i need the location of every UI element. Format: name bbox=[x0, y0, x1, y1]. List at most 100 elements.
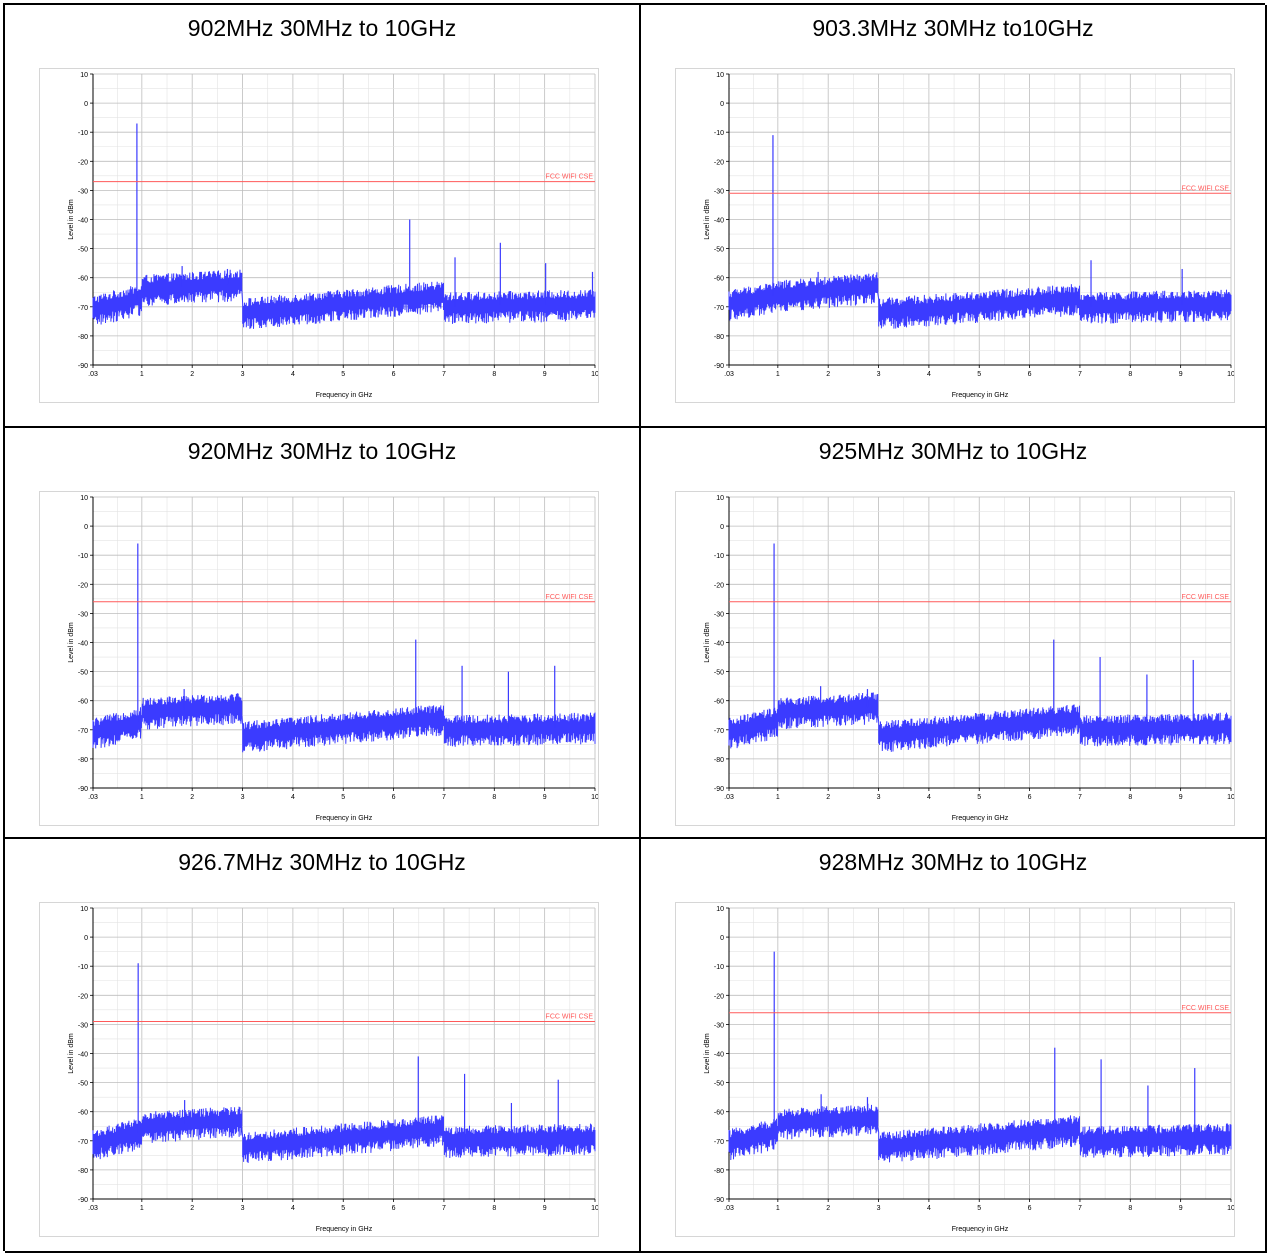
y-tick-label: -40 bbox=[714, 218, 724, 225]
y-tick-label: 0 bbox=[84, 935, 88, 942]
y-tick-label: -20 bbox=[78, 582, 88, 589]
plot-frame: 10 0 -10 -20 -30 -40 -50 -60 -70 -80 -90.03 1 2 3 4 5 6 7… bbox=[675, 491, 1235, 826]
x-tick-label: 4 bbox=[291, 794, 295, 801]
x-tick-label: 6 bbox=[1028, 794, 1032, 801]
y-tick-label: -90 bbox=[714, 786, 724, 793]
limit-line-label: FCC WIFI CSE bbox=[546, 1013, 594, 1020]
y-tick-label: -10 bbox=[714, 130, 724, 137]
x-tick-label: 10 bbox=[591, 1205, 598, 1212]
y-tick-label: -60 bbox=[714, 276, 724, 283]
chart-cell: 925MHz 30MHz to 10GHz 10 0 -10 -20 -30 -40 -50… bbox=[641, 428, 1267, 839]
y-axis-label: Level in dBm bbox=[704, 1033, 711, 1074]
y-tick-label: 10 bbox=[80, 72, 88, 79]
y-tick-label: -90 bbox=[78, 363, 88, 370]
y-tick-label: -60 bbox=[714, 699, 724, 706]
x-tick-label: 3 bbox=[241, 794, 245, 801]
x-tick-label: 10 bbox=[591, 371, 598, 378]
y-tick-labels: 10 0 -10 -20 -30 -40 -50 -60 -70 -80 -90 bbox=[714, 906, 729, 1204]
x-tick-label: 10 bbox=[1227, 1205, 1234, 1212]
y-tick-label: -20 bbox=[714, 993, 724, 1000]
chart-title: 928MHz 30MHz to 10GHz bbox=[641, 849, 1265, 876]
y-axis-label: Level in dBm bbox=[68, 199, 75, 240]
chart-title: 920MHz 30MHz to 10GHz bbox=[5, 438, 639, 465]
x-axis-label: Frequency in GHz bbox=[952, 815, 1009, 822]
chart-title: 925MHz 30MHz to 10GHz bbox=[641, 438, 1265, 465]
x-tick-label: 3 bbox=[877, 1205, 881, 1212]
y-tick-label: -40 bbox=[78, 1052, 88, 1059]
y-tick-label: -10 bbox=[78, 130, 88, 137]
x-tick-label: 8 bbox=[1128, 794, 1132, 801]
x-tick-label: 2 bbox=[190, 371, 194, 378]
y-tick-label: -60 bbox=[78, 1110, 88, 1117]
y-tick-label: -70 bbox=[78, 305, 88, 312]
y-tick-label: -50 bbox=[78, 1081, 88, 1088]
x-tick-label: 9 bbox=[1179, 1205, 1183, 1212]
y-tick-label: 10 bbox=[716, 72, 724, 79]
y-axis-label: Level in dBm bbox=[68, 1033, 75, 1074]
plot-frame: 10 0 -10 -20 -30 -40 -50 -60 -70 -80 -90.03 1 2 3 4 5 6 7… bbox=[39, 68, 599, 403]
y-tick-labels: 10 0 -10 -20 -30 -40 -50 -60 -70 -80 -90 bbox=[714, 495, 729, 793]
chart-grid-table: 902MHz 30MHz to 10GHz 10 0 -10 -20 -30 -40 -50… bbox=[3, 3, 1265, 1251]
x-tick-label: 5 bbox=[341, 1205, 345, 1212]
y-tick-label: 0 bbox=[720, 935, 724, 942]
y-tick-label: 0 bbox=[84, 101, 88, 108]
x-tick-label: 3 bbox=[241, 1205, 245, 1212]
y-tick-label: -50 bbox=[714, 670, 724, 677]
x-tick-labels: .03 1 2 3 4 5 6 7 8 9 10 bbox=[724, 365, 1234, 378]
x-tick-label: 10 bbox=[591, 794, 598, 801]
y-tick-label: -50 bbox=[78, 247, 88, 254]
x-tick-label: 9 bbox=[1179, 371, 1183, 378]
x-tick-label: 2 bbox=[826, 1205, 830, 1212]
limit-line-label: FCC WIFI CSE bbox=[1182, 185, 1230, 192]
y-tick-label: -30 bbox=[78, 611, 88, 618]
x-tick-label: 9 bbox=[543, 794, 547, 801]
chart-cell: 903.3MHz 30MHz to10GHz 10 0 -10 -20 -30 -40 -5… bbox=[641, 5, 1267, 428]
y-tick-label: -10 bbox=[78, 964, 88, 971]
x-tick-label: 8 bbox=[492, 1205, 496, 1212]
y-tick-label: -30 bbox=[78, 1022, 88, 1029]
y-tick-label: -40 bbox=[714, 641, 724, 648]
chart-title: 902MHz 30MHz to 10GHz bbox=[5, 15, 639, 42]
x-tick-label: .03 bbox=[724, 371, 734, 378]
x-tick-label: 3 bbox=[877, 371, 881, 378]
x-tick-label: 10 bbox=[1227, 794, 1234, 801]
x-tick-label: 4 bbox=[291, 371, 295, 378]
gridlines bbox=[93, 908, 595, 1199]
x-tick-label: 1 bbox=[776, 1205, 780, 1212]
y-tick-label: 0 bbox=[84, 524, 88, 531]
y-tick-label: -20 bbox=[78, 993, 88, 1000]
y-tick-label: 10 bbox=[716, 906, 724, 913]
x-tick-label: 5 bbox=[341, 794, 345, 801]
y-tick-label: -80 bbox=[714, 1168, 724, 1175]
x-tick-label: 1 bbox=[140, 1205, 144, 1212]
y-tick-label: -30 bbox=[714, 611, 724, 618]
y-tick-label: -60 bbox=[78, 276, 88, 283]
x-tick-label: .03 bbox=[88, 794, 98, 801]
y-tick-label: -90 bbox=[78, 786, 88, 793]
chart-title: 926.7MHz 30MHz to 10GHz bbox=[5, 849, 639, 876]
x-axis-label: Frequency in GHz bbox=[316, 392, 373, 399]
x-tick-labels: .03 1 2 3 4 5 6 7 8 9 10 bbox=[724, 788, 1234, 801]
x-axis-label: Frequency in GHz bbox=[952, 392, 1009, 399]
x-tick-label: 4 bbox=[927, 371, 931, 378]
y-tick-label: -20 bbox=[714, 582, 724, 589]
x-tick-labels: .03 1 2 3 4 5 6 7 8 9 10 bbox=[724, 1199, 1234, 1212]
x-tick-label: 7 bbox=[1078, 794, 1082, 801]
spectrum-plot: 10 0 -10 -20 -30 -40 -50 -60 -70 -80 -90.03 1 2 3 4 5 6 7… bbox=[40, 492, 598, 825]
x-tick-label: 4 bbox=[927, 794, 931, 801]
y-tick-label: -30 bbox=[78, 188, 88, 195]
y-tick-label: 0 bbox=[720, 524, 724, 531]
x-tick-label: 6 bbox=[392, 794, 396, 801]
x-tick-label: 7 bbox=[442, 1205, 446, 1212]
y-tick-label: -40 bbox=[714, 1052, 724, 1059]
y-tick-label: -40 bbox=[78, 218, 88, 225]
x-axis-label: Frequency in GHz bbox=[316, 815, 373, 822]
y-tick-label: -10 bbox=[78, 553, 88, 560]
limit-line-label: FCC WIFI CSE bbox=[1182, 594, 1230, 601]
x-tick-label: .03 bbox=[724, 794, 734, 801]
x-tick-label: 1 bbox=[776, 371, 780, 378]
spectrum-plot: 10 0 -10 -20 -30 -40 -50 -60 -70 -80 -90.03 1 2 3 4 5 6 7… bbox=[676, 69, 1234, 402]
x-tick-label: 7 bbox=[442, 794, 446, 801]
y-tick-label: 10 bbox=[716, 495, 724, 502]
x-tick-label: 10 bbox=[1227, 371, 1234, 378]
